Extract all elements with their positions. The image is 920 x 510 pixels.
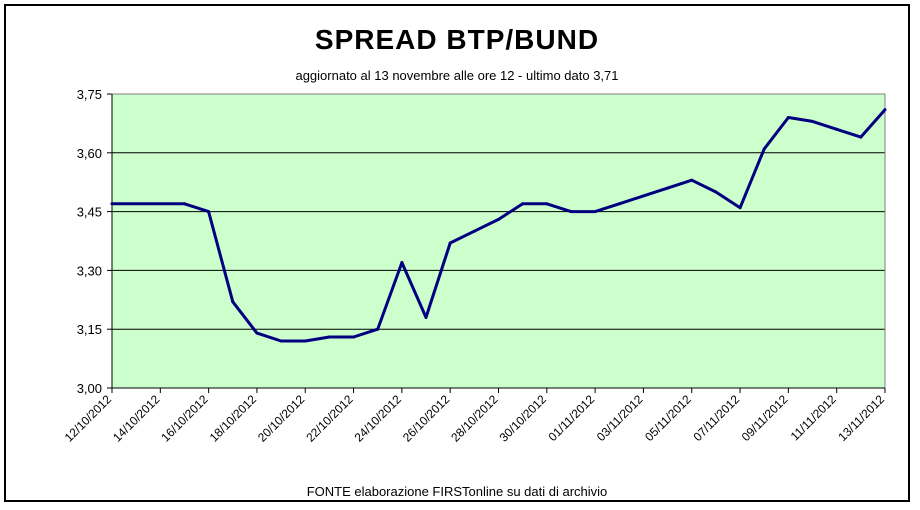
data-point xyxy=(448,241,452,245)
chart-subtitle: aggiornato al 13 novembre alle ore 12 - … xyxy=(295,68,619,83)
x-tick-label: 14/10/2012 xyxy=(110,392,163,445)
data-point xyxy=(617,202,621,206)
data-point xyxy=(593,210,597,214)
chart-source-note: FONTE elaborazione FIRSTonline su dati d… xyxy=(306,484,608,499)
data-point xyxy=(327,335,331,339)
x-tick-label: 01/11/2012 xyxy=(546,392,598,444)
data-point xyxy=(545,202,549,206)
y-tick-label: 3,75 xyxy=(77,87,102,102)
x-tick-label: 09/11/2012 xyxy=(739,392,791,444)
x-tick-label: 26/10/2012 xyxy=(400,392,453,445)
x-tick-label: 03/11/2012 xyxy=(594,392,646,444)
y-tick-label: 3,45 xyxy=(77,205,102,220)
data-point xyxy=(110,202,114,206)
x-tick-label: 12/10/2012 xyxy=(62,392,115,445)
data-point xyxy=(569,210,573,214)
data-point xyxy=(835,127,839,131)
data-point xyxy=(303,339,307,343)
data-point xyxy=(497,217,500,221)
x-tick-label: 28/10/2012 xyxy=(448,392,501,445)
data-point xyxy=(182,202,186,206)
data-point xyxy=(690,178,694,182)
chart-title: SPREAD BTP/BUND xyxy=(314,24,600,55)
data-point xyxy=(472,229,476,233)
data-point xyxy=(714,190,718,194)
data-point xyxy=(786,116,790,120)
x-tick-label: 24/10/2012 xyxy=(352,392,405,445)
x-tick-label: 07/11/2012 xyxy=(690,392,742,444)
x-tick-label: 11/11/2012 xyxy=(788,392,839,443)
x-tick-label: 13/11/2012 xyxy=(835,392,887,444)
x-tick-label: 05/11/2012 xyxy=(642,392,694,444)
x-tick-label: 22/10/2012 xyxy=(303,392,356,445)
data-point xyxy=(352,335,356,339)
y-tick-label: 3,15 xyxy=(77,322,102,337)
y-tick-label: 3,60 xyxy=(77,146,102,161)
data-point xyxy=(231,300,235,304)
line-chart: 3,00 3,15 3,30 3,45 3,60 3,75 12/10/201214/10/… xyxy=(62,87,888,445)
y-tick-label: 3,00 xyxy=(77,381,102,396)
x-tick-label: 20/10/2012 xyxy=(255,392,308,445)
x-tick-label: 30/10/2012 xyxy=(497,392,550,445)
chart-frame: SPREAD BTP/BUND aggiornato al 13 novembr… xyxy=(4,4,910,502)
data-point xyxy=(666,186,670,190)
data-point xyxy=(279,339,283,343)
data-point xyxy=(255,331,259,335)
x-tick-label: 18/10/2012 xyxy=(207,392,260,445)
x-tick-label: 16/10/2012 xyxy=(158,392,211,445)
data-point xyxy=(376,327,380,331)
data-point xyxy=(400,261,404,265)
data-point xyxy=(738,206,742,210)
data-point xyxy=(859,135,863,139)
y-tick-label: 3,30 xyxy=(77,263,102,278)
data-point xyxy=(641,194,645,198)
data-point xyxy=(521,202,525,206)
data-point xyxy=(762,147,766,151)
data-point xyxy=(883,108,887,112)
data-point xyxy=(207,210,211,214)
data-point xyxy=(811,119,815,123)
plot-area xyxy=(112,94,885,388)
data-point xyxy=(424,315,428,319)
